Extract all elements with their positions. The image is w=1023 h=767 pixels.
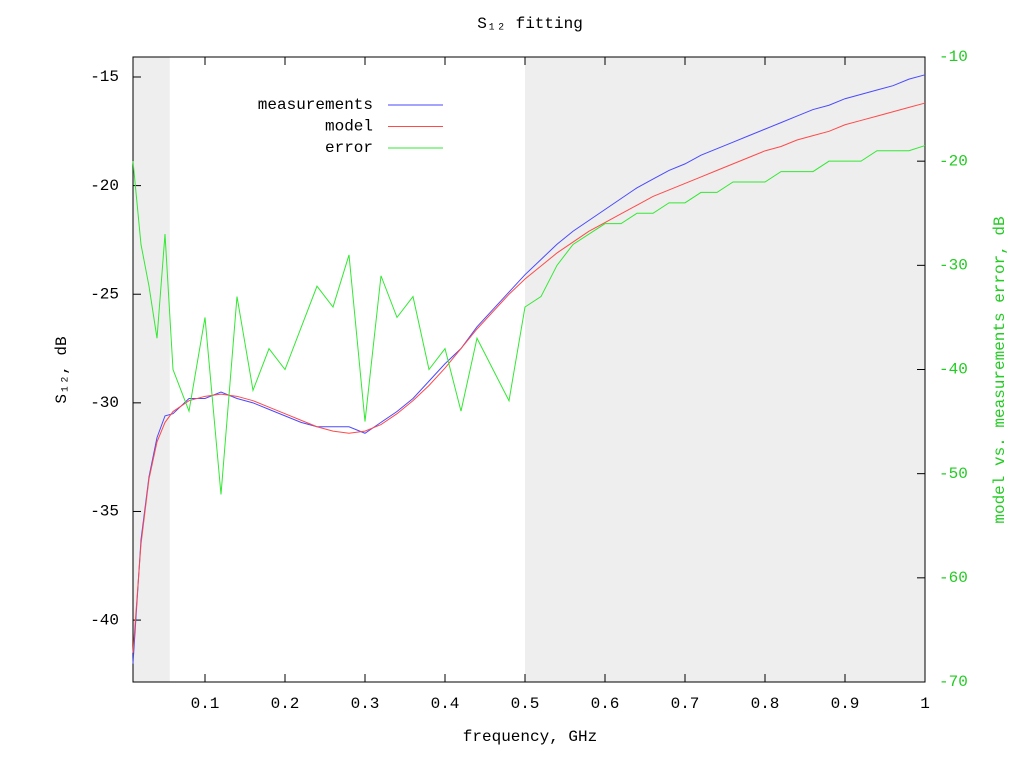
- y2-tick-label: -40: [939, 361, 968, 379]
- x-tick-label: 0.4: [431, 695, 460, 713]
- data-line: [132, 102, 926, 653]
- x-axis-label: frequency, GHz: [463, 728, 597, 746]
- y2-tick-label: -50: [939, 465, 968, 483]
- legend-label: error: [325, 139, 373, 157]
- y-tick-label: -30: [90, 394, 119, 412]
- y-tick-label: -15: [90, 68, 119, 86]
- shaded-band: [525, 57, 925, 682]
- x-tick-label: 1: [920, 695, 930, 713]
- legend-label: model: [325, 118, 373, 136]
- x-tick-label: 0.6: [591, 695, 620, 713]
- chart-title: S₁₂ fitting: [477, 15, 583, 33]
- x-tick-label: 0.5: [511, 695, 540, 713]
- y-tick-label: -25: [90, 285, 119, 303]
- legend-label: measurements: [258, 96, 373, 114]
- shaded-band: [133, 57, 170, 682]
- y2-tick-label: -10: [939, 48, 968, 66]
- y-tick-label: -20: [90, 177, 119, 195]
- y-axis-label: S₁₂, dB: [53, 336, 71, 403]
- y-tick-label: -40: [90, 611, 119, 629]
- plot-frame: [132, 56, 926, 683]
- x-tick-label: 0.2: [271, 695, 300, 713]
- y2-tick-label: -20: [939, 152, 968, 170]
- data-line: [132, 145, 926, 495]
- y2-tick-label: -70: [939, 673, 968, 691]
- x-tick-label: 0.3: [351, 695, 380, 713]
- y2-tick-label: -30: [939, 257, 968, 275]
- data-line: [132, 74, 926, 664]
- y2-axis-label: model vs. measurements error, dB: [991, 216, 1009, 523]
- x-tick-label: 0.7: [671, 695, 700, 713]
- x-tick-label: 0.1: [191, 695, 220, 713]
- x-tick-label: 0.8: [751, 695, 780, 713]
- x-tick-label: 0.9: [831, 695, 860, 713]
- y2-tick-label: -60: [939, 569, 968, 587]
- y-tick-label: -35: [90, 503, 119, 521]
